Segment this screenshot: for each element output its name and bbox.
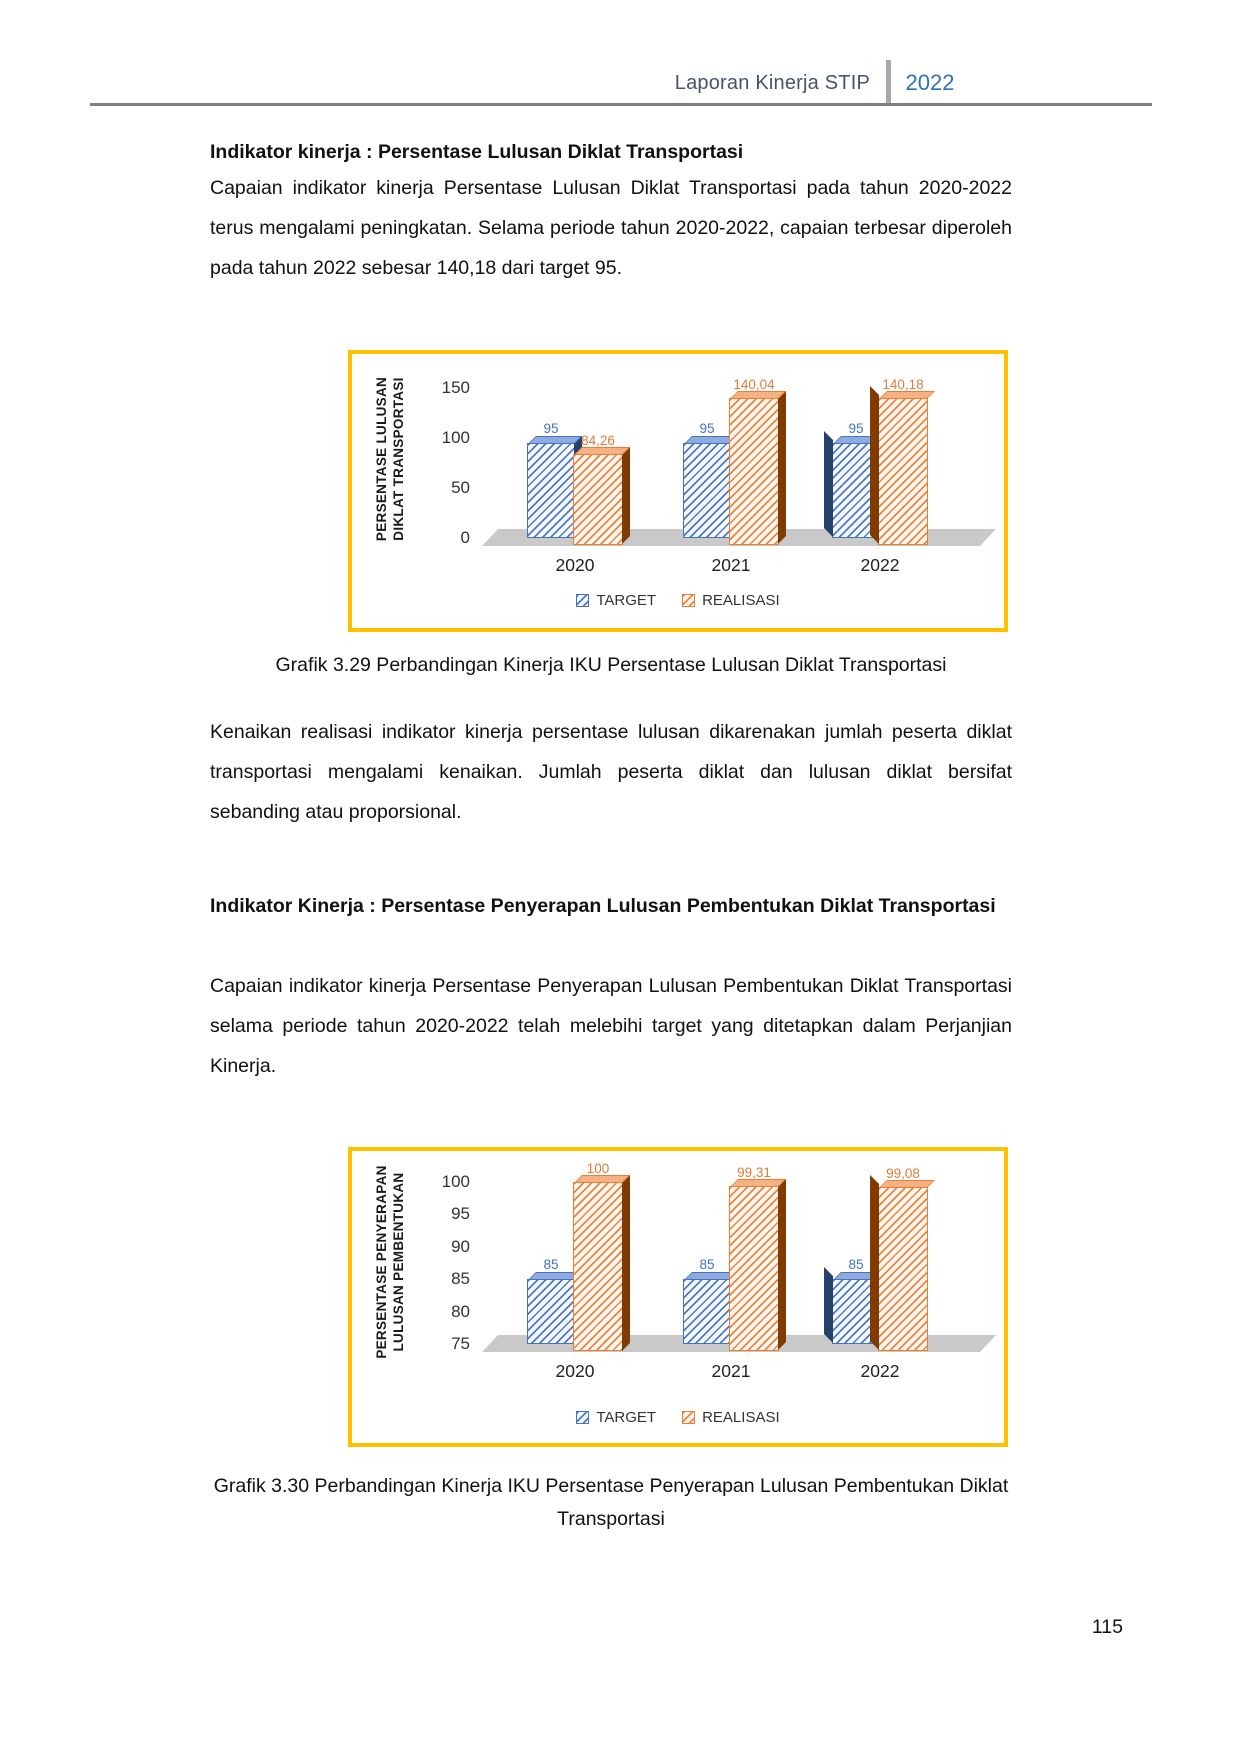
legend-label-target: TARGET: [596, 592, 657, 609]
legend-label-realisasi: REALISASI: [702, 1409, 780, 1426]
y-tick-100: 100: [441, 1171, 470, 1191]
realisasi-swatch-icon: [682, 1411, 696, 1424]
header-title: Laporan Kinerja STIP: [674, 71, 870, 94]
value-label-target-2020: 95: [543, 421, 559, 436]
bar-side-face: [778, 1178, 786, 1350]
paragraph-2: Kenaikan realisasi indikator kinerja per…: [210, 721, 1012, 823]
paragraph-1: Capaian indikator kinerja Persentase Lul…: [210, 177, 1012, 279]
chart-grafik-3-30: PERSENTASE PENYERAPAN LULUSAN PEMBENTUKAN…: [348, 1147, 1008, 1447]
header-year: 2022: [905, 70, 955, 95]
target-swatch-icon: [576, 1411, 590, 1424]
value-label-realisasi-2021: 99,31: [737, 1164, 771, 1180]
y-tick-75: 75: [451, 1334, 470, 1353]
legend-item-realisasi: REALISASI: [682, 592, 780, 609]
chart-caption-2: Grafik 3.30 Perbandingan Kinerja IKU Per…: [213, 1475, 1009, 1530]
y-tick-0: 0: [460, 528, 470, 547]
chart-1-plot-area: PERSENTASE LULUSAN DIKLAT TRANSPORTASI 0 50…: [352, 354, 1004, 628]
bar-target-2021: [683, 436, 738, 538]
bar-side-face: [622, 446, 630, 544]
legend-label-target: TARGET: [596, 1409, 657, 1426]
chart-2-plot-area: PERSENTASE PENYERAPAN LULUSAN PEMBENTUKAN…: [352, 1151, 1004, 1443]
value-label-realisasi-2021: 140,04: [733, 376, 775, 392]
value-label-realisasi-2022: 99,08: [886, 1166, 920, 1182]
value-label-target-2022: 85: [848, 1257, 864, 1272]
bar-side-face: [824, 1267, 833, 1343]
paragraph-3: Capaian indikator kinerja Persentase Pen…: [210, 975, 1012, 1077]
chart-grafik-3-29: PERSENTASE LULUSAN DIKLAT TRANSPORTASI 0 50…: [348, 350, 1008, 632]
x-label-2022: 2022: [860, 555, 900, 575]
bar-realisasi-2020: [573, 1174, 630, 1351]
legend-label-realisasi: REALISASI: [702, 592, 780, 609]
y-axis-title-line-1: PERSENTASE LULUSAN: [374, 376, 389, 542]
bar-realisasi-2021: [729, 1178, 786, 1351]
bar-side-face: [622, 1174, 630, 1350]
value-label-target-2022: 95: [848, 421, 864, 436]
page-header: Laporan Kinerja STIP 2022: [675, 60, 969, 106]
bar-realisasi-2020: [573, 446, 630, 545]
y-tick-50: 50: [451, 478, 470, 497]
realisasi-swatch-icon: [682, 594, 696, 607]
bar-target-2020: [527, 1272, 582, 1344]
value-label-target-2021: 95: [699, 421, 715, 436]
y-tick-150: 150: [441, 378, 470, 397]
y-tick-80: 80: [451, 1301, 470, 1321]
y-tick-95: 95: [451, 1204, 470, 1223]
value-label-realisasi-2020: 100: [586, 1160, 610, 1176]
bar-target-2021: [683, 1272, 738, 1344]
bar-realisasi-2022: [870, 1175, 935, 1351]
x-label-2020: 2020: [555, 1361, 595, 1381]
x-label-2021: 2021: [711, 1361, 751, 1381]
value-label-realisasi-2020: 84,26: [581, 432, 615, 448]
value-label-realisasi-2022: 140,18: [882, 376, 924, 392]
x-label-2020: 2020: [555, 555, 595, 575]
value-label-target-2020: 85: [543, 1257, 559, 1272]
chart-caption-1: Grafik 3.29 Perbandingan Kinerja IKU Per…: [275, 654, 947, 676]
value-label-target-2021: 85: [699, 1257, 715, 1272]
y-tick-90: 90: [451, 1236, 470, 1256]
header-separator: [886, 60, 891, 106]
target-swatch-icon: [576, 594, 590, 607]
indicator-heading-1: Indikator kinerja : Persentase Lulusan D…: [210, 141, 744, 163]
bar-target-2020: [527, 436, 582, 538]
x-label-2021: 2021: [711, 555, 751, 575]
x-label-2022: 2022: [860, 1361, 900, 1381]
bar-side-face: [824, 431, 833, 537]
legend-item-realisasi: REALISASI: [682, 1409, 780, 1426]
page-number: 115: [1091, 1616, 1123, 1638]
chart-legend: TARGET REALISASI: [352, 1409, 1004, 1426]
bar-realisasi-2021: [729, 390, 786, 545]
legend-item-target: TARGET: [576, 1409, 656, 1426]
y-axis-title-line-1: PERSENTASE PENYERAPAN: [374, 1165, 389, 1359]
chart-legend: TARGET REALISASI: [352, 592, 1004, 609]
legend-item-target: TARGET: [576, 592, 656, 609]
header-rule: [90, 103, 1152, 106]
y-tick-85: 85: [451, 1269, 470, 1288]
indicator-heading-2: Indikator Kinerja : Persentase Penyerapa…: [210, 895, 996, 917]
bar-side-face: [778, 390, 786, 544]
bar-realisasi-2022: [870, 385, 935, 545]
y-tick-100: 100: [441, 428, 470, 447]
bar-side-face: [870, 385, 879, 544]
